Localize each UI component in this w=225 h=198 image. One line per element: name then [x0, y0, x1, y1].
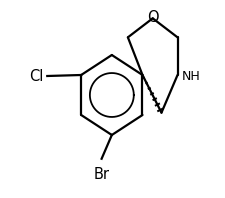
- Text: O: O: [146, 10, 158, 25]
- Text: NH: NH: [181, 70, 200, 83]
- Text: Cl: Cl: [29, 69, 43, 84]
- Text: Br: Br: [93, 167, 109, 182]
